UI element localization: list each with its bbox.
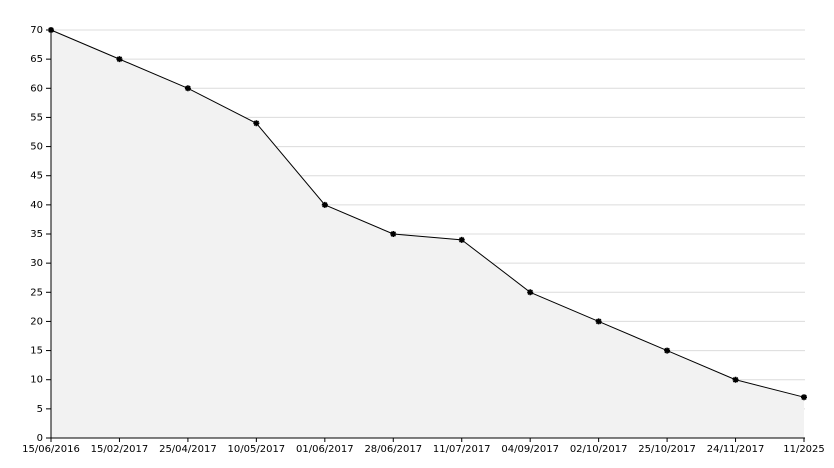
y-tick-label: 50 xyxy=(30,142,43,153)
line xyxy=(50,29,805,398)
x-tick-label: 25/10/2017 xyxy=(638,444,696,455)
x-tick-label: 11/2025 xyxy=(783,444,825,455)
y-tick-label: 60 xyxy=(30,83,43,94)
marker xyxy=(321,201,328,208)
y-tick-label: 55 xyxy=(30,112,43,123)
y-tick-label: 20 xyxy=(30,316,43,327)
marker xyxy=(184,85,191,92)
y-tick-label: 65 xyxy=(30,54,43,65)
x-tick-label: 15/06/2016 xyxy=(22,444,80,455)
marker xyxy=(664,347,671,354)
y-tick-label: 10 xyxy=(30,375,43,386)
y-tick-label: 15 xyxy=(30,346,43,357)
y-tick-label: 35 xyxy=(30,229,43,240)
x-tick-label: 10/05/2017 xyxy=(228,444,286,455)
marker xyxy=(253,120,260,127)
marker xyxy=(732,376,739,383)
y-tick-label: 45 xyxy=(30,171,43,182)
x-tick-label: 28/06/2017 xyxy=(364,444,422,455)
x-tick-label: 02/10/2017 xyxy=(570,444,628,455)
x-tick-label: 11/07/2017 xyxy=(433,444,491,455)
marker xyxy=(390,231,397,237)
y-tick-label: 25 xyxy=(30,287,43,298)
x-tick-label: 25/04/2017 xyxy=(159,444,217,455)
marker xyxy=(116,56,123,63)
y-tick-label: 5 xyxy=(37,404,43,415)
x-tick-label: 24/11/2017 xyxy=(707,444,765,455)
y-tick-label: 30 xyxy=(30,258,43,269)
marker xyxy=(801,394,807,401)
marker xyxy=(527,289,534,296)
y-tick-label: 70 xyxy=(30,25,43,36)
x-tick-label: 01/06/2017 xyxy=(296,444,354,455)
marker xyxy=(595,318,602,325)
x-tick-label: 15/02/2017 xyxy=(91,444,149,455)
y-tick-label: 0 xyxy=(37,433,43,444)
x-tick-label: 04/09/2017 xyxy=(501,444,559,455)
marker xyxy=(458,236,465,243)
y-tick-label: 40 xyxy=(30,200,43,211)
area-fill xyxy=(51,30,804,438)
